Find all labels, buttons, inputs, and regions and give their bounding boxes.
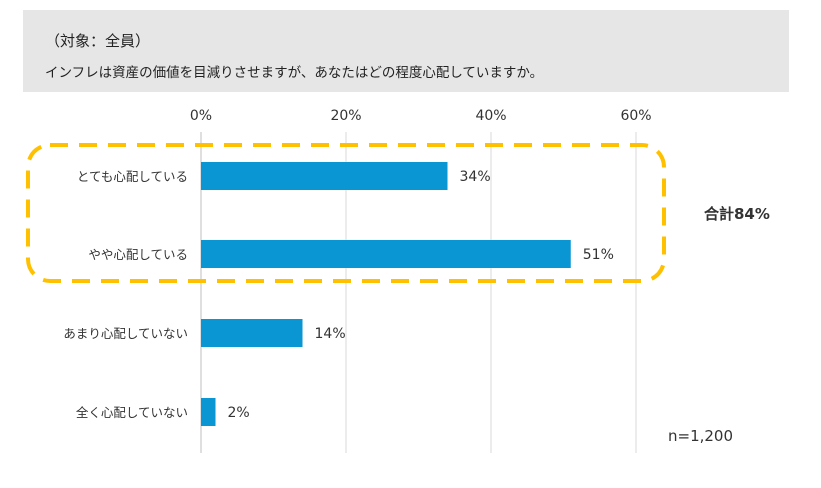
bar	[201, 162, 448, 190]
question-header: （対象：全員） インフレは資産の価値を目減りさせますが、あなたはどの程度心配して…	[23, 10, 789, 92]
value-label: 51%	[583, 247, 614, 263]
x-tick-label: 60%	[620, 108, 651, 124]
x-tick-label: 0%	[190, 108, 212, 124]
bar	[201, 319, 303, 347]
value-labels: 34% 51% 14% 2%	[228, 169, 614, 421]
category-label: あまり心配していない	[63, 326, 188, 341]
question-text: インフレは資産の価値を目減りさせますが、あなたはどの程度心配していますか。	[45, 65, 544, 81]
bar	[201, 240, 571, 268]
x-tick-label: 20%	[330, 108, 361, 124]
value-label: 2%	[228, 405, 250, 421]
x-axis-tick-labels: 0% 20% 40% 60%	[190, 108, 652, 124]
category-label: とても心配している	[77, 169, 188, 184]
highlight-dashed-box	[26, 143, 666, 283]
x-tick-label: 40%	[475, 108, 506, 124]
bar	[201, 398, 216, 426]
bars	[201, 162, 571, 426]
total-label: 合計84%	[703, 205, 770, 223]
category-label: 全く心配していない	[76, 405, 188, 420]
subject-label: （対象：全員）	[45, 32, 151, 50]
value-label: 34%	[460, 169, 491, 185]
sample-size-label: n=1,200	[668, 427, 733, 445]
value-label: 14%	[315, 326, 346, 342]
category-label: やや心配している	[88, 247, 188, 262]
